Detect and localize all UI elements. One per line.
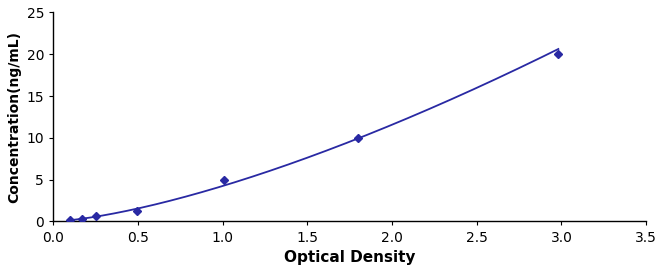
Y-axis label: Concentration(ng/mL): Concentration(ng/mL): [7, 31, 21, 203]
X-axis label: Optical Density: Optical Density: [284, 250, 416, 265]
